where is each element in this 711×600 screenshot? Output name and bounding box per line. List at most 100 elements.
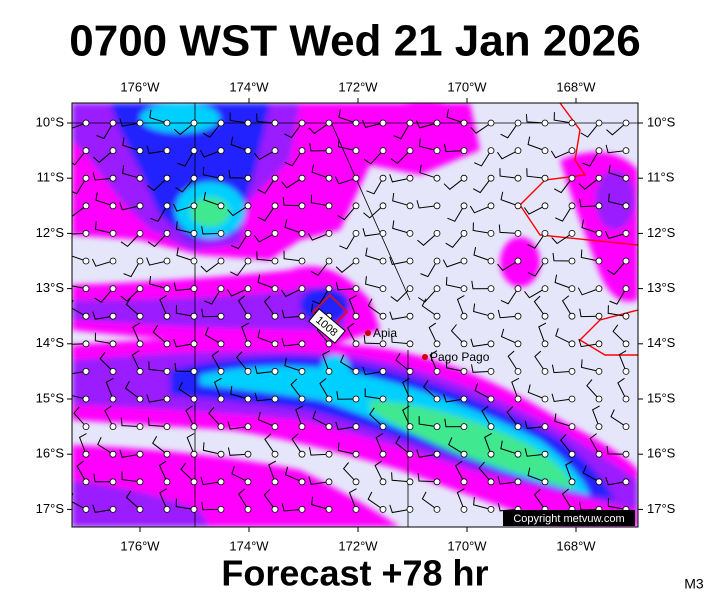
wind-barb (390, 150, 411, 165)
wind-barb (551, 232, 573, 245)
wind-barb (72, 150, 87, 166)
wind-barb-station (82, 450, 90, 458)
wind-barb-station (190, 119, 198, 127)
wind-barb-station (271, 505, 279, 513)
wind-barb (201, 226, 222, 235)
wind-barb-station (163, 229, 171, 237)
wind-barb (92, 172, 114, 181)
wind-barb-station (271, 257, 279, 265)
wind-barb (551, 364, 573, 374)
wind-barb-station (352, 312, 360, 320)
wind-barb-station (82, 285, 90, 293)
wind-barb-station (433, 312, 441, 320)
wind-barb (364, 388, 384, 400)
wind-barb-station (298, 229, 306, 237)
wind-barb (284, 466, 303, 483)
wind-barb (609, 288, 627, 305)
wind-barb-station (163, 367, 171, 375)
wind-barb (443, 177, 465, 190)
wind-barb-station (433, 229, 441, 237)
wind-barb (312, 288, 330, 305)
wind-barb (561, 295, 573, 317)
wind-barb-station (406, 367, 414, 375)
wind-barb-station (190, 505, 198, 513)
wind-barb-station (82, 147, 90, 155)
wind-barb (180, 462, 195, 483)
wind-barb (257, 274, 276, 290)
wind-barb-station (352, 202, 360, 210)
wind-barb-station (460, 423, 468, 431)
wind-barb (527, 260, 546, 277)
wind-barb-station (595, 450, 603, 458)
wind-barb-station (514, 395, 522, 403)
wind-barb-station (460, 478, 468, 486)
lat-label: 15°S (36, 390, 65, 405)
wind-barb (391, 472, 411, 483)
wind-barb (104, 405, 114, 427)
wind-barb (500, 328, 519, 345)
wind-barb (415, 120, 438, 129)
wind-barb-station (541, 285, 549, 293)
lon-label: 176°W (120, 538, 160, 553)
wind-barb (72, 285, 87, 290)
wind-barb (281, 177, 303, 189)
wind-barb-station (379, 423, 387, 431)
wind-barb-station (271, 423, 279, 431)
wind-barb (607, 260, 627, 276)
wind-barb-station (298, 367, 306, 375)
wind-barb (322, 350, 330, 372)
wind-barb-station (514, 174, 522, 182)
wind-barb-station (190, 257, 198, 265)
wind-barb (227, 447, 249, 456)
wind-barb (442, 259, 465, 268)
wind-barb-station (190, 367, 198, 375)
wind-barb (498, 224, 519, 234)
wind-barb (132, 322, 141, 344)
wind-barb-station (271, 229, 279, 237)
wind-barb (202, 122, 222, 138)
wind-barb-station (460, 257, 468, 265)
wind-barb-station (487, 257, 495, 265)
wind-barb-station (487, 312, 495, 320)
wind-barb-station (541, 423, 549, 431)
wind-barb (506, 406, 519, 427)
wind-barb (533, 295, 546, 317)
wind-barb-station (487, 174, 495, 182)
wind-barb (72, 177, 87, 195)
wind-barb (178, 381, 195, 400)
wind-barb-station (217, 312, 225, 320)
wind-barb (72, 255, 87, 262)
wind-barb-station (82, 257, 90, 265)
precipitation-field: 1008 Apia Pago Pago Copyright metvuw.com (72, 103, 638, 527)
wind-barb-station (595, 367, 603, 375)
wind-barb (500, 440, 519, 455)
wind-barb (213, 377, 222, 400)
wind-barb (472, 177, 492, 194)
wind-barb (202, 166, 222, 179)
wind-barb (348, 488, 357, 510)
wind-barb (334, 176, 357, 185)
wind-barb (92, 311, 114, 320)
wind-barb (335, 421, 357, 431)
lat-label: 16°S (647, 446, 676, 461)
wind-barb-station (541, 119, 549, 127)
wind-barb (374, 460, 384, 483)
wind-barb (72, 395, 87, 400)
wind-barb (92, 504, 114, 513)
wind-barb-station (244, 395, 252, 403)
wind-barb (283, 250, 303, 262)
wind-barb (263, 488, 276, 510)
wind-barb-station (163, 174, 171, 182)
wind-barb (527, 233, 546, 249)
wind-barb (307, 232, 330, 241)
wind-barb (456, 488, 465, 510)
wind-barb-station (136, 174, 144, 182)
wind-barb (507, 350, 519, 372)
wind-barb (124, 380, 141, 400)
wind-barb-station (460, 312, 468, 320)
map-frame (71, 102, 639, 528)
wind-barb-station (622, 119, 630, 127)
wind-barb (551, 393, 573, 403)
wind-barb (617, 377, 627, 400)
wind-barb-station (325, 202, 333, 210)
